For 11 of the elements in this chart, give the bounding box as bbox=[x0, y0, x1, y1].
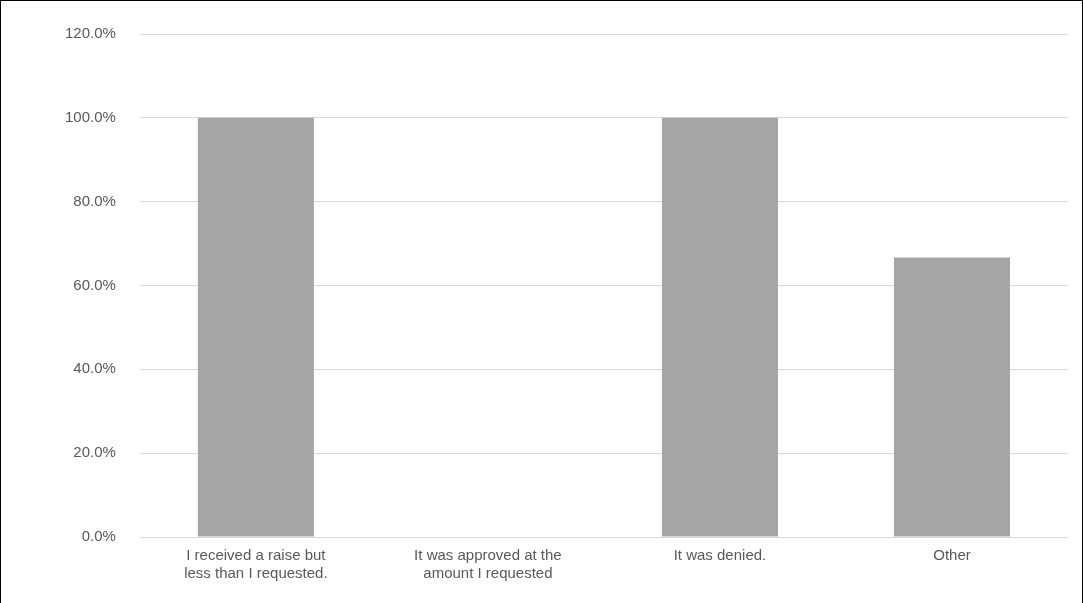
y-tick-label: 100.0% bbox=[65, 107, 116, 125]
x-tick-label: It was approved at the amount I requested bbox=[414, 546, 562, 582]
x-tick-label: I received a raise but less than I requested. bbox=[184, 546, 328, 582]
x-tick-label: Other bbox=[933, 546, 971, 564]
y-tick-label: 20.0% bbox=[73, 443, 116, 461]
y-tick-label: 0.0% bbox=[81, 527, 116, 545]
y-tick-label: 120.0% bbox=[65, 24, 116, 42]
y-tick-label: 80.0% bbox=[73, 191, 116, 209]
x-tick-label: It was denied. bbox=[673, 546, 767, 564]
y-tick-label: 60.0% bbox=[73, 275, 116, 293]
y-tick-label: 40.0% bbox=[73, 359, 116, 377]
